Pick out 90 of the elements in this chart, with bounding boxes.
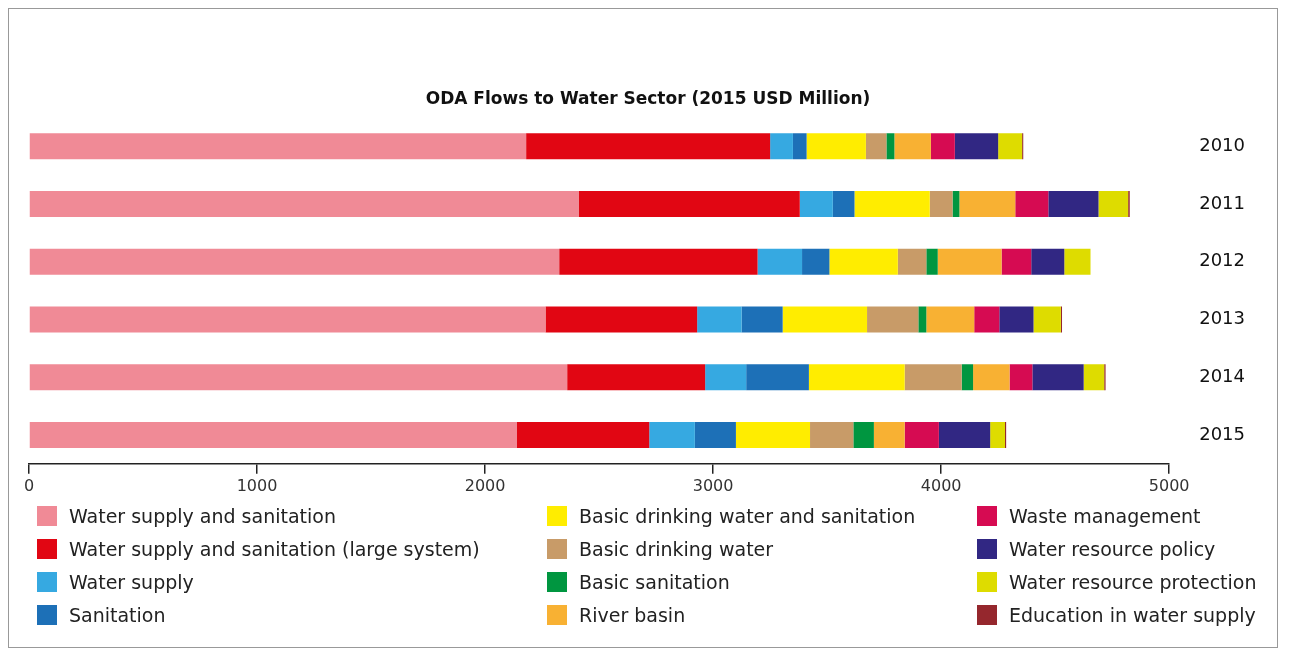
bar — [1083, 364, 1105, 391]
x-tick-label: 3000 — [692, 475, 734, 495]
bar — [1001, 248, 1032, 275]
bar — [29, 306, 546, 333]
legend-label: Education in water supply — [1009, 603, 1256, 626]
bar — [904, 421, 939, 448]
bar — [1064, 248, 1091, 275]
bar — [829, 248, 898, 275]
bar — [545, 306, 698, 333]
y-tick-label: 2010 — [1199, 133, 1245, 155]
bar — [782, 306, 868, 333]
x-tick-label: 5000 — [1148, 475, 1190, 495]
y-tick-label: 2011 — [1199, 191, 1245, 213]
bar — [526, 133, 771, 160]
legend-label: Water supply and sanitation — [69, 504, 336, 527]
legend-label: Water supply and sanitation (large system) — [69, 537, 480, 560]
y-tick-label: 2014 — [1199, 364, 1245, 386]
bar — [802, 248, 830, 275]
bar — [894, 133, 931, 160]
legend-label: Sanitation — [69, 603, 166, 626]
bar — [806, 133, 866, 160]
bar — [1033, 306, 1061, 333]
legend-label: Water resource policy — [1009, 537, 1216, 560]
legend-label: Basic drinking water and sanitation — [579, 504, 916, 527]
bar — [29, 421, 517, 448]
bar — [705, 364, 747, 391]
bar — [517, 421, 650, 448]
bar — [578, 191, 800, 217]
bar — [954, 133, 999, 160]
bar — [697, 306, 742, 333]
bar — [808, 364, 905, 391]
chart-title: ODA Flows to Water Sector (2015 USD Million) — [425, 87, 871, 108]
bar — [1032, 364, 1084, 391]
bar — [999, 306, 1034, 333]
bar — [929, 191, 953, 217]
bar — [998, 133, 1023, 160]
legend-label: Basic drinking water — [579, 537, 774, 560]
legend-label: Basic sanitation — [579, 570, 730, 593]
bar — [799, 191, 833, 217]
bar — [959, 191, 1016, 217]
legend-label: Water supply — [69, 570, 194, 593]
bar — [865, 133, 887, 160]
legend-label: River basin — [579, 603, 686, 626]
bar — [29, 364, 568, 391]
bar — [961, 364, 974, 391]
bar — [937, 248, 1002, 275]
bar — [29, 133, 527, 160]
bar — [1098, 191, 1129, 217]
bar — [29, 248, 560, 275]
x-tick-label: 4000 — [920, 475, 962, 495]
bar — [973, 364, 1010, 391]
x-tick-label: 1000 — [236, 475, 278, 495]
bar — [1048, 191, 1099, 217]
bar — [854, 191, 930, 217]
bar — [926, 248, 938, 275]
bar — [1015, 191, 1049, 217]
bar — [559, 248, 758, 275]
bar — [1009, 364, 1033, 391]
y-tick-label: 2015 — [1199, 422, 1245, 444]
bar — [29, 191, 579, 217]
bar — [886, 133, 895, 160]
bar — [757, 248, 803, 275]
bar — [810, 421, 854, 448]
bar — [694, 421, 736, 448]
bar — [735, 421, 811, 448]
legend-label: Water resource protection — [1009, 570, 1257, 593]
y-tick-label: 2012 — [1199, 249, 1245, 271]
bar — [832, 191, 855, 217]
bar — [938, 421, 991, 448]
bar — [904, 364, 962, 391]
bar — [567, 364, 706, 391]
bar — [930, 133, 955, 160]
x-tick-label: 2000 — [464, 475, 506, 495]
bar — [990, 421, 1005, 448]
bar — [918, 306, 927, 333]
bar — [873, 421, 905, 448]
bar — [649, 421, 695, 448]
bar — [853, 421, 874, 448]
bar — [974, 306, 1000, 333]
bar — [1031, 248, 1065, 275]
x-tick-label: 0 — [23, 475, 35, 495]
bar — [897, 248, 927, 275]
bar — [792, 133, 807, 160]
y-tick-label: 2013 — [1199, 307, 1245, 329]
legend-label: Waste management — [1009, 504, 1201, 527]
bar — [867, 306, 919, 333]
bar — [741, 306, 783, 333]
bar — [746, 364, 809, 391]
bar — [770, 133, 793, 160]
bar — [926, 306, 975, 333]
